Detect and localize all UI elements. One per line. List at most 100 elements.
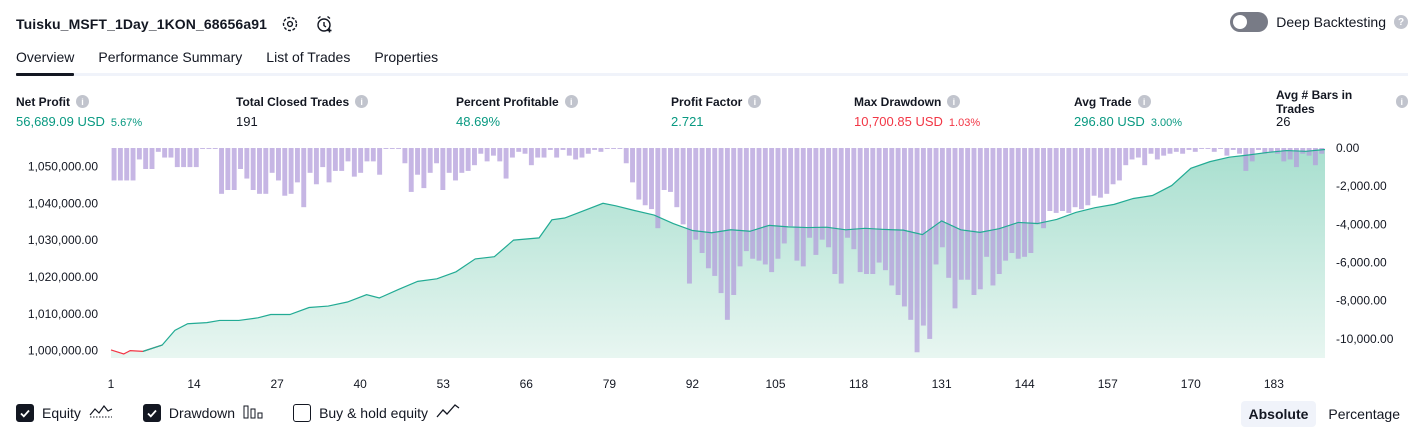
drawdown-bar [1180,148,1186,154]
drawdown-bar [1142,148,1148,166]
tab-bar: Overview Performance Summary List of Tra… [16,44,1408,76]
drawdown-bar [845,148,850,238]
drawdown-bar [1079,148,1084,210]
drawdown-bar [611,148,617,149]
metric-profit-factor: Profit Factor i 2.721 [671,94,762,129]
drawdown-bar [813,148,819,255]
drawdown-bar [370,148,376,162]
drawdown-bar [832,148,838,274]
drawdown-bar [826,148,832,248]
drawdown-bar [769,148,775,273]
legend-drawdown[interactable]: Drawdown [142,403,263,422]
tab-performance-summary[interactable]: Performance Summary [98,49,243,65]
drawdown-bar [174,148,180,168]
drawdown-bar [958,148,964,280]
info-icon[interactable]: i [748,95,762,108]
percentage-button[interactable]: Percentage [1328,406,1400,422]
drawdown-checkbox[interactable] [142,403,161,422]
tab-list-of-trades[interactable]: List of Trades [266,49,351,65]
info-icon[interactable]: i [1395,95,1408,108]
drawdown-bar [1154,148,1160,160]
drawdown-bar [617,148,623,149]
drawdown-bar [946,148,952,278]
tabs-divider [16,73,1408,76]
absolute-button[interactable]: Absolute [1240,401,1317,427]
left-axis-tick: 1,020,000.00 [28,270,98,284]
drawdown-bar [668,148,673,192]
gear-icon[interactable] [279,13,301,35]
strategy-header: Tuisku_MSFT_1Day_1KON_68656a91 [16,12,335,36]
drawdown-bar [883,148,888,271]
drawdown-bar [592,148,598,150]
legend-buy-hold[interactable]: Buy & hold equity [293,403,460,422]
drawdown-bar [339,148,345,171]
drawdown-bar [364,148,370,162]
info-icon[interactable]: i [947,95,961,108]
drawdown-bar [971,148,977,295]
buyhold-checkbox[interactable] [293,403,312,422]
drawdown-bar [155,148,161,152]
x-axis-tick: 27 [270,377,284,391]
drawdown-bar [408,148,414,192]
drawdown-bar [1256,148,1261,150]
legend-equity[interactable]: Equity [16,403,113,422]
metric-value: 26 [1276,114,1291,129]
drawdown-bar [731,148,737,295]
drawdown-bar [345,148,351,162]
drawdown-bar [1218,148,1224,149]
drawdown-bar [604,148,610,149]
drawdown-bar [1287,148,1293,160]
drawdown-bar [402,148,408,164]
drawdown-bar [794,148,800,261]
drawdown-bar [1281,148,1287,162]
tab-overview[interactable]: Overview [16,44,75,76]
equity-drawdown-chart[interactable]: 1,050,000.00 1,040,000.00 1,030,000.00 1,02… [0,140,1424,396]
drawdown-bar [649,148,654,210]
metric-value: 10,700.85 USD [854,114,943,129]
drawdown-bar [705,148,711,269]
drawdown-bar [984,148,990,257]
drawdown-bar [737,148,743,267]
drawdown-bar [939,148,945,248]
equity-checkbox[interactable] [16,403,34,422]
metric-avg-bars-in-trades: Avg # Bars in Trades i 26 [1276,88,1408,129]
drawdown-bar [219,148,225,194]
add-alarm-icon[interactable] [313,13,335,35]
left-axis-tick: 1,040,000.00 [28,196,98,210]
info-icon[interactable]: i [1137,95,1151,108]
metric-value: 48.69% [456,114,501,129]
drawdown-bar [838,148,844,284]
drawdown-bar [522,148,528,154]
drawdown-bar [566,148,572,156]
info-icon[interactable]: i [76,95,89,108]
drawdown-bar [244,148,250,179]
tab-properties[interactable]: Properties [374,49,439,65]
drawdown-bar [490,148,496,156]
drawdown-bar [1091,148,1097,196]
x-axis-tick: 79 [603,377,617,391]
drawdown-bar [320,148,326,168]
drawdown-bar [661,148,667,190]
info-icon[interactable]: i [564,95,578,108]
drawdown-bar [598,148,604,152]
question-icon[interactable]: ? [1394,15,1408,29]
left-axis-tick: 1,000,000.00 [28,344,98,358]
metric-label: Avg # Bars in Trades [1276,87,1353,116]
drawdown-bar [933,148,939,265]
metric-max-drawdown: Max Drawdown i 10,700.85 USD 1.03% [854,94,980,130]
drawdown-bar [465,148,471,171]
drawdown-bar [952,148,958,309]
drawdown-bar [351,148,357,177]
drawdown-bar [288,148,294,194]
deep-backtesting-toggle[interactable] [1230,12,1269,32]
drawdown-bar [1306,148,1312,156]
drawdown-bar [996,148,1002,274]
right-axis-tick: -4,000.00 [1336,217,1387,231]
legend-label: Drawdown [168,404,236,421]
drawdown-bar [294,148,300,183]
drawdown-bar [1312,148,1318,166]
drawdown-bar [857,148,863,273]
info-icon[interactable]: i [355,95,369,108]
drawdown-bar [1199,148,1205,149]
deep-backtesting: Deep Backtesting ? [1230,12,1408,32]
